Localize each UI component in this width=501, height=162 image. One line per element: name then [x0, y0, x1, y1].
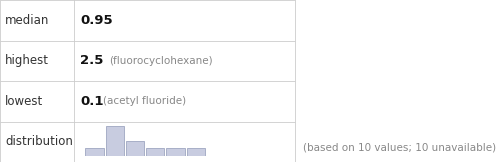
- Text: median: median: [5, 14, 49, 27]
- Text: highest: highest: [5, 54, 49, 67]
- Text: 0.1: 0.1: [80, 95, 104, 108]
- Text: (fluorocyclohexane): (fluorocyclohexane): [109, 56, 212, 66]
- Bar: [166, 148, 184, 156]
- Bar: [105, 126, 124, 156]
- Bar: [186, 148, 204, 156]
- Bar: [146, 148, 164, 156]
- Text: 0.95: 0.95: [80, 14, 113, 27]
- Bar: [85, 148, 103, 156]
- Text: 2.5: 2.5: [80, 54, 104, 67]
- Text: (acetyl fluoride): (acetyl fluoride): [103, 96, 186, 106]
- Text: (based on 10 values; 10 unavailable): (based on 10 values; 10 unavailable): [302, 142, 495, 152]
- Text: distribution: distribution: [5, 135, 73, 148]
- Bar: [126, 141, 144, 156]
- Text: lowest: lowest: [5, 95, 43, 108]
